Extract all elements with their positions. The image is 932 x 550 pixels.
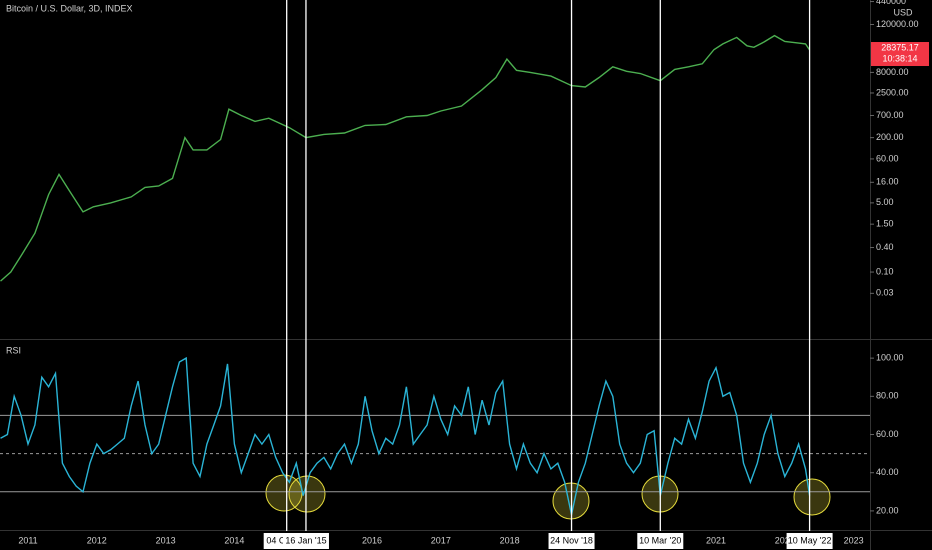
x-tick-label: 2016 <box>362 535 382 545</box>
rsi-title: RSI <box>6 345 21 355</box>
marker-label-group: 10 May '22 <box>786 533 833 549</box>
y-tick-label: 5.00 <box>876 197 894 207</box>
x-tick-label: 2022 <box>775 535 795 545</box>
series-line <box>0 356 811 515</box>
marker-label-box <box>637 533 684 549</box>
x-tick-label: 2017 <box>431 535 451 545</box>
highlight-circle <box>793 478 831 516</box>
y-tick-label: 2500.00 <box>876 87 909 97</box>
countdown-label: 10:38:14 <box>882 53 917 63</box>
y-tick-label: 120000.00 <box>876 19 919 29</box>
marker-label-box <box>282 533 329 549</box>
x-tick-label: 2023 <box>844 535 864 545</box>
y-tick-label: 200.00 <box>876 132 904 142</box>
marker-label: 10 May '22 <box>788 535 832 545</box>
y-tick-label: 20.00 <box>876 505 899 515</box>
marker-label-group: 10 Mar '20 <box>637 533 684 549</box>
y-tick-label: 700.00 <box>876 110 904 120</box>
y-tick-label: 0.10 <box>876 266 894 276</box>
marker-label: 24 Nov '18 <box>550 535 593 545</box>
x-tick-label: 2014 <box>224 535 244 545</box>
y-tick-label: 8000.00 <box>876 67 909 77</box>
marker-label-group: 24 Nov '18 <box>548 533 595 549</box>
last-price-box <box>871 42 929 67</box>
x-tick-label: 2012 <box>87 535 107 545</box>
marker-label: 10 Mar '20 <box>639 535 681 545</box>
y-tick-label: 16.00 <box>876 177 899 187</box>
y-tick-label: 0.40 <box>876 242 894 252</box>
x-tick-label: 2021 <box>706 535 726 545</box>
highlight-circle <box>288 475 326 513</box>
x-tick-label: 2013 <box>156 535 176 545</box>
chart-title: Bitcoin / U.S. Dollar, 3D, INDEX <box>6 3 133 13</box>
x-tick-label: 2018 <box>500 535 520 545</box>
marker-label-box <box>548 533 595 549</box>
y-tick-label: 440000 <box>876 0 906 6</box>
y-tick-label: 0.03 <box>876 288 894 298</box>
y-tick-label: 40.00 <box>876 467 899 477</box>
y-tick-label: 60.00 <box>876 153 899 163</box>
x-tick-label: 2011 <box>18 535 37 545</box>
last-price-label: 28375.17 <box>881 42 919 52</box>
y-tick-label: 60.00 <box>876 429 899 439</box>
y-tick-label: 100.00 <box>876 353 904 363</box>
y-tick-label: 80.00 <box>876 391 899 401</box>
marker-label-box <box>786 533 833 549</box>
marker-label: 16 Jan '15 <box>285 535 326 545</box>
marker-label-group: 16 Jan '15 <box>282 533 329 549</box>
series-line <box>0 34 811 282</box>
y-tick-label: 1.50 <box>876 219 894 229</box>
y-axis-unit: USD <box>893 7 913 17</box>
